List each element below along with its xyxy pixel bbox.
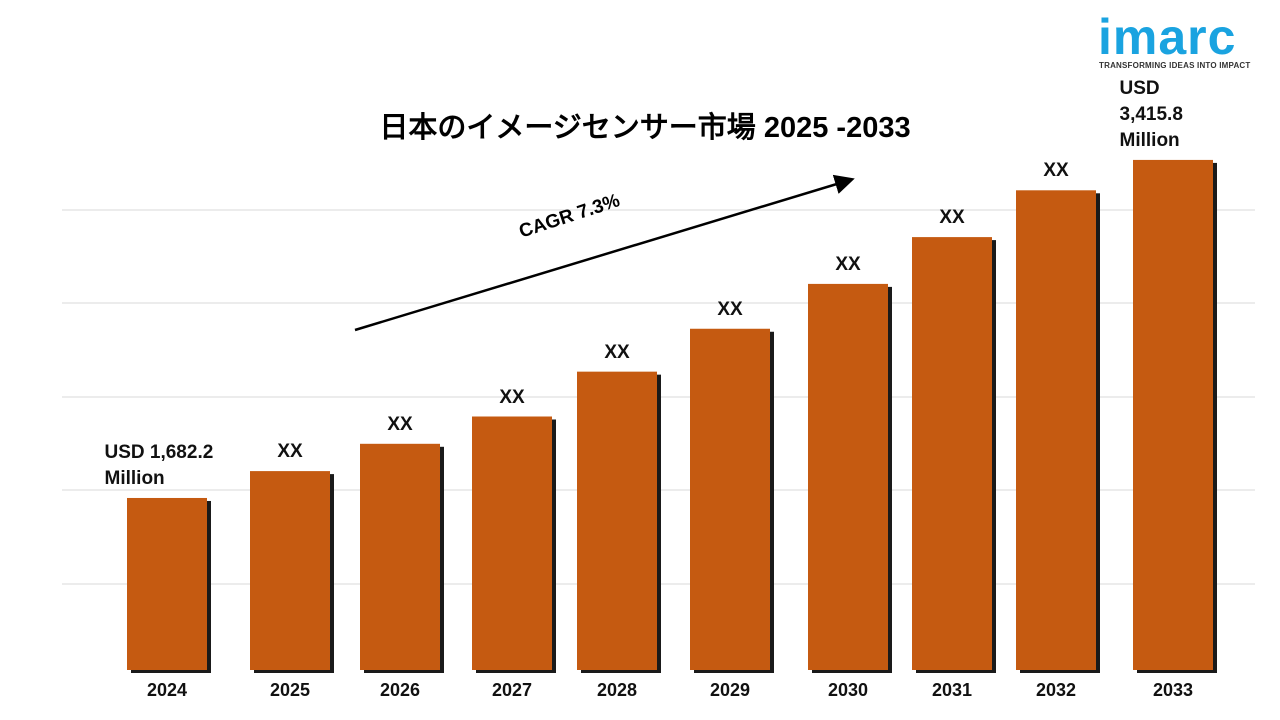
value-label: XX <box>499 386 525 408</box>
bar <box>690 328 770 670</box>
x-tick-label: 2026 <box>379 680 421 700</box>
bar <box>912 237 992 670</box>
value-label: XX <box>1043 160 1069 182</box>
logo-tagline: TRANSFORMING IDEAS INTO IMPACT <box>1099 61 1251 70</box>
bar <box>808 283 888 670</box>
logo: imarc <box>1098 9 1237 65</box>
x-tick-label: 2025 <box>269 680 311 700</box>
value-label: XX <box>717 298 743 320</box>
value-label: USD 1,682.2 Million <box>104 441 214 489</box>
value-label: XX <box>387 413 413 435</box>
x-tick-label: 2028 <box>596 680 638 700</box>
x-tick-label: 2029 <box>709 680 751 700</box>
x-tick-label: 2027 <box>491 680 533 700</box>
value-label: XX <box>277 441 303 463</box>
bar <box>577 371 657 670</box>
bar <box>250 471 330 670</box>
x-tick-label: 2030 <box>827 680 869 700</box>
bar <box>1133 159 1213 670</box>
value-label: USD 3,415.8 Million <box>1119 77 1183 151</box>
chart-title: 日本のイメージセンサー市場 2025 -2033 <box>379 112 911 144</box>
bar <box>127 497 207 670</box>
cagr-arrow <box>354 174 855 332</box>
value-label: XX <box>939 207 965 229</box>
value-label: XX <box>835 253 861 275</box>
bar <box>1016 190 1096 671</box>
value-label: XX <box>604 341 630 363</box>
x-tick-label: 2024 <box>146 680 188 700</box>
bar <box>360 443 440 670</box>
x-tick-label: 2033 <box>1152 680 1194 700</box>
x-tick-label: 2031 <box>931 680 973 700</box>
x-tick-label: 2032 <box>1035 680 1077 700</box>
bar <box>472 416 552 670</box>
